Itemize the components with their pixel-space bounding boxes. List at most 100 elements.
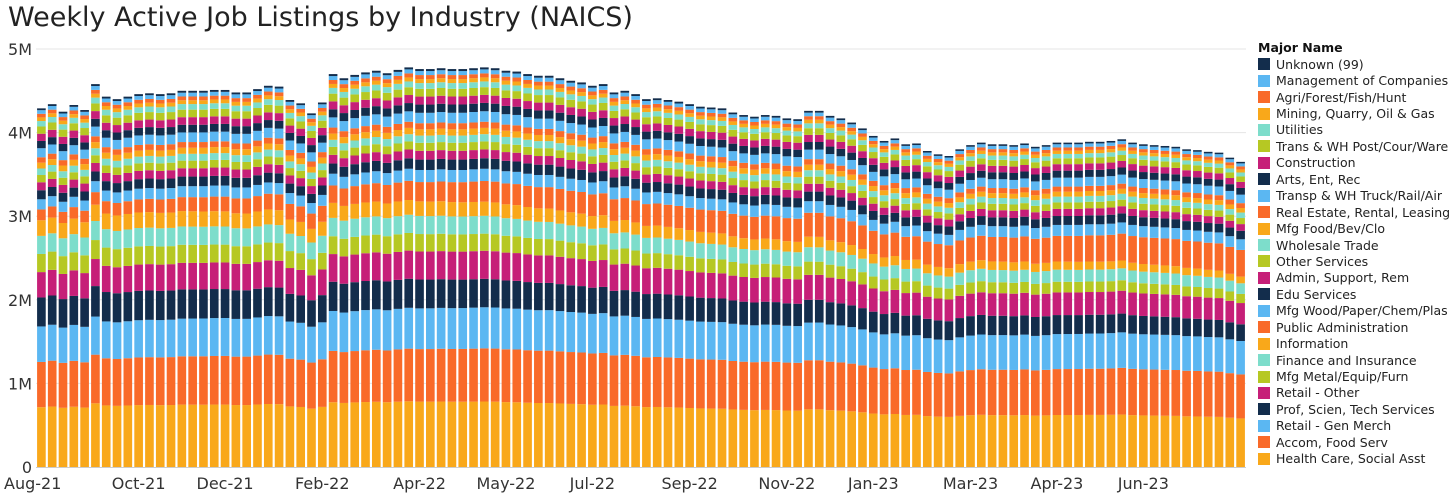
bar-segment [674,156,684,163]
bar-segment [1182,229,1191,241]
bar-segment [209,167,219,176]
bar-segment [242,246,251,264]
bar-segment [58,238,68,257]
bar-segment [80,135,89,143]
bar-segment [588,163,597,173]
bar-segment [339,80,349,85]
bar-segment [231,187,241,199]
bar-segment [480,141,489,150]
bar-segment [804,159,813,165]
bar-segment [685,116,694,122]
legend-label: Retail - Gen Merch [1276,418,1392,434]
bar-segment [436,134,446,143]
bar-segment [447,202,457,217]
bar-segment [1009,282,1019,294]
bar-segment [220,99,230,104]
bar-segment [836,176,846,183]
bar-segment [361,82,370,87]
bar-segment [145,95,154,99]
bar-segment [512,280,522,309]
x-tick-label: Mar-23 [943,474,998,493]
bar-segment [750,302,759,326]
bar-segment [1149,204,1159,211]
bar-segment [663,407,673,467]
bar-segment [555,80,565,85]
bar-segment [253,130,262,141]
bar-segment [296,236,306,254]
bar-segment [242,155,251,162]
bar-segment [706,131,716,140]
bar-segment [609,161,619,170]
bar-segment [1203,371,1213,417]
bar-segment [1041,369,1051,416]
bar-segment [933,266,943,276]
legend-title: Major Name [1258,40,1343,55]
bar-segment [760,180,770,188]
bar-segment [393,349,403,402]
bar-segment [436,88,446,96]
bar-segment [1009,173,1019,180]
bar-segment [350,164,360,175]
bar-segment [793,218,802,242]
bar-segment [501,130,511,137]
bar-segment [663,175,673,184]
bar-segment [1063,158,1073,165]
bar-segment [696,119,705,125]
bar-segment [922,231,932,242]
bar-segment [307,161,316,167]
bar-segment [253,288,262,318]
bar-segment [1128,282,1137,293]
bar-segment [1074,170,1083,178]
bar-segment [91,148,100,156]
bar-segment [1236,166,1245,170]
legend-item: Arts, Ent, Rec [1258,171,1454,187]
bar-segment [793,177,802,184]
bar-segment [631,163,640,171]
bar-segment [696,321,705,360]
bar-segment [458,135,468,143]
week-stack [253,89,262,467]
bar-segment [1095,176,1105,186]
bar-segment [1041,335,1051,370]
bar-segment [415,88,424,97]
bar-segment [1031,228,1040,239]
bar-segment [220,131,230,142]
bar-segment [469,112,478,123]
bar-segment [544,174,554,188]
bar-segment [112,99,122,102]
bar-segment [728,121,738,125]
bar-segment [544,239,554,256]
bar-segment [1074,153,1083,159]
bar-segment [317,194,327,206]
bar-segment [393,234,403,252]
bar-segment [69,145,79,155]
bar-segment [847,411,856,467]
bar-segment [91,220,100,241]
bar-segment [339,238,349,257]
bar-segment [436,279,446,308]
week-stack [80,110,89,467]
bar-segment [1128,144,1137,148]
bar-segment [1031,370,1040,416]
bar-segment [436,82,446,88]
bar-segment [155,94,165,97]
bar-segment [123,165,133,173]
bar-segment [1041,293,1051,317]
bar-segment [987,335,997,370]
bar-segment [1128,215,1137,225]
bar-segment [760,116,770,121]
bar-segment [490,111,500,123]
bar-segment [652,107,662,112]
bar-segment [987,261,997,270]
bar-segment [1009,415,1019,467]
bar-segment [274,210,284,226]
bar-segment [253,108,262,116]
bar-segment [901,165,911,173]
bar-segment [231,169,241,178]
bar-segment [685,408,694,467]
bar-segment [588,137,597,144]
bar-segment [922,198,932,204]
bar-segment [620,90,630,93]
bar-segment [382,253,392,282]
bar-segment [458,69,468,72]
